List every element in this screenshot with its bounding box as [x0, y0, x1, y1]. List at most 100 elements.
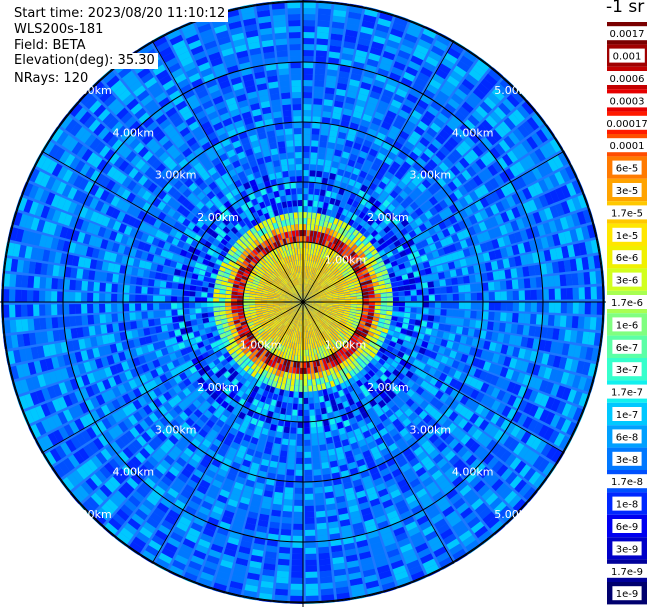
ppi-range-bin: [284, 493, 293, 500]
ppi-range-bin: [377, 322, 385, 328]
ppi-range-bin: [547, 314, 555, 326]
ppi-range-bin: [320, 129, 329, 136]
ppi-range-bin: [315, 498, 325, 506]
ppi-range-bin: [298, 343, 301, 350]
ppi-range-bin: [352, 360, 360, 367]
ppi-range-bin: [453, 459, 465, 470]
ppi-range-bin: [324, 322, 330, 328]
ppi-range-bin: [368, 308, 375, 313]
ppi-range-bin: [434, 337, 443, 346]
ppi-range-bin: [320, 450, 328, 457]
ppi-range-bin: [305, 313, 307, 320]
ppi-range-bin: [442, 483, 454, 495]
ppi-range-bin: [312, 342, 316, 349]
ppi-range-bin: [320, 345, 325, 353]
ppi-range-bin: [276, 425, 284, 433]
ppi-range-bin: [314, 303, 321, 306]
ppi-range-bin: [228, 447, 238, 456]
ppi-range-bin: [9, 274, 17, 287]
ppi-range-bin: [283, 426, 290, 434]
ppi-range-bin: [188, 560, 202, 571]
ppi-range-bin: [339, 408, 346, 416]
ppi-range-bin: [247, 572, 260, 581]
ppi-range-bin: [205, 469, 216, 479]
ppi-range-bin: [435, 426, 446, 437]
ppi-range-bin: [440, 462, 452, 474]
ppi-range-bin: [351, 422, 360, 431]
ppi-range-bin: [217, 526, 229, 536]
ppi-range-bin: [350, 304, 357, 308]
ppi-range-bin: [347, 385, 354, 393]
ppi-range-bin: [306, 230, 310, 237]
ppi-range-bin: [419, 326, 427, 334]
ppi-range-bin: [311, 379, 317, 386]
ppi-range-bin: [311, 445, 319, 452]
ppi-range-bin: [291, 415, 297, 422]
ppi-range-bin: [331, 429, 339, 437]
ppi-range-bin: [316, 328, 321, 334]
ppi-range-bin: [324, 330, 330, 336]
ppi-range-bin: [312, 385, 318, 392]
ppi-range-bin: [541, 353, 550, 365]
ppi-range-bin: [449, 493, 462, 505]
ppi-range-bin: [307, 373, 312, 380]
ppi-range-bin: [195, 286, 203, 292]
ppi-range-bin: [352, 395, 360, 404]
ppi-range-bin: [314, 306, 320, 310]
ppi-range-bin: [459, 335, 468, 344]
ppi-range-bin: [402, 447, 413, 457]
ppi-range-bin: [304, 421, 310, 428]
ppi-range-bin: [308, 194, 314, 201]
ppi-range-bin: [236, 430, 245, 439]
ppi-range-bin: [245, 388, 252, 396]
ppi-range-bin: [500, 344, 509, 355]
ppi-range-bin: [493, 429, 505, 442]
ppi-range-bin: [15, 304, 22, 318]
ppi-range-bin: [297, 349, 301, 356]
ppi-range-bin: [246, 517, 257, 525]
ppi-range-bin: [303, 158, 310, 165]
ppi-range-bin: [294, 331, 297, 338]
ppi-range-bin: [330, 347, 336, 354]
ppi-range-bin: [304, 313, 306, 320]
ppi-range-bin: [319, 308, 326, 312]
ppi-range-bin: [528, 390, 539, 403]
ppi-range-bin: [351, 352, 359, 360]
ppi-range-bin: [112, 273, 119, 283]
ppi-range-bin: [317, 365, 322, 373]
ppi-range-bin: [397, 458, 408, 468]
ppi-range-bin: [299, 307, 302, 314]
ppi-range-bin: [285, 134, 293, 141]
ppi-range-bin: [200, 533, 213, 543]
ppi-range-bin: [355, 357, 363, 364]
ppi-range-bin: [409, 457, 420, 467]
ppi-range-bin: [147, 287, 154, 295]
ppi-range-bin: [290, 336, 294, 343]
ppi-range-bin: [303, 56, 314, 63]
ppi-range-bin: [364, 574, 378, 584]
ppi-range-bin: [421, 355, 430, 364]
ppi-range-bin: [264, 484, 274, 492]
ppi-range-bin: [406, 330, 414, 337]
ppi-range-bin: [461, 327, 469, 336]
ppi-range-bin: [330, 360, 336, 368]
ppi-range-bin: [257, 387, 264, 396]
ppi-range-bin: [402, 417, 412, 427]
ppi-range-bin: [442, 365, 451, 375]
ppi-range-bin: [195, 308, 202, 314]
ppi-range-bin: [334, 318, 341, 323]
ppi-range-bin: [135, 294, 142, 302]
ppi-range-bin: [276, 570, 289, 578]
ppi-range-bin: [293, 523, 303, 530]
ppi-range-bin: [272, 14, 286, 22]
ppi-range-bin: [417, 435, 428, 446]
ppi-range-bin: [487, 456, 499, 469]
ppi-range-bin: [426, 358, 435, 367]
ppi-range-bin: [365, 334, 373, 341]
ppi-range-bin: [292, 349, 296, 356]
ppi-range-bin: [576, 330, 584, 344]
ppi-range-bin: [15, 319, 23, 333]
ppi-range-bin: [344, 487, 355, 496]
ppi-range-bin: [449, 543, 464, 556]
ppi-range-bin: [440, 339, 448, 347]
